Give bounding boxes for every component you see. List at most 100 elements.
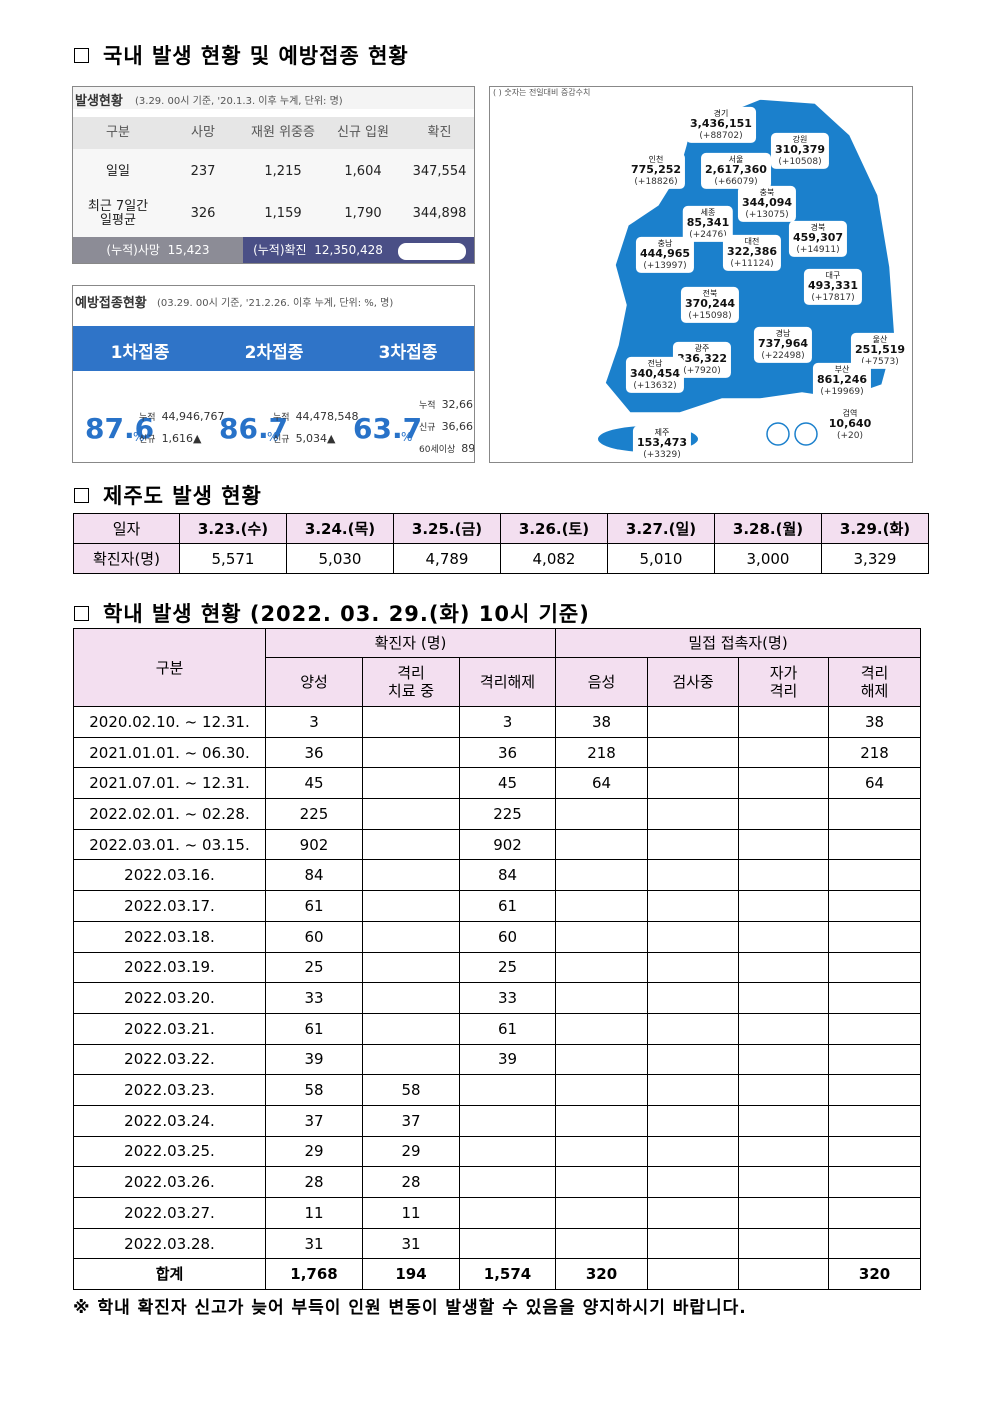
region-change: (+15098): [688, 310, 732, 321]
cell: 33: [265, 982, 363, 1014]
region-label: 대구 493,331 (+17817): [803, 268, 863, 306]
icon: [766, 422, 790, 446]
region-value: 310,379: [774, 143, 826, 157]
region-name: 경북: [810, 222, 826, 232]
dose-pct: 86.7: [219, 412, 289, 445]
region-name: 전북: [702, 288, 718, 298]
cell: 64: [828, 767, 922, 800]
region-value: 737,964: [757, 337, 809, 351]
region-value: 322,386: [726, 245, 778, 259]
region-name: 인천: [648, 154, 664, 164]
section-title-text: 제주도 발생 현황: [103, 484, 262, 508]
cell: [555, 1104, 649, 1137]
header-cell: 구분: [73, 628, 266, 707]
table-row: 2020.02.10. ~ 12.31. 3 3 38 38: [73, 706, 922, 738]
cell: 37: [265, 1104, 363, 1137]
cell: [738, 1258, 830, 1291]
school-table: 구분 확진자 (명) 밀접 접촉자(명) 양성 격리 치료 중 격리해제 음성 검사중 자가 격…: [73, 628, 922, 1291]
region-change: (+19969): [820, 386, 864, 397]
cell: [647, 767, 740, 800]
cell: 3: [265, 706, 363, 738]
cell: [828, 890, 922, 922]
region-value: 251,519: [854, 343, 906, 357]
region-value: 370,244: [684, 297, 736, 311]
cell: [828, 1074, 922, 1106]
cell: [555, 828, 649, 861]
cell: [828, 1135, 922, 1168]
region-change: (+7920): [683, 365, 721, 376]
cell: [362, 890, 460, 922]
dose-line-label: 누적: [419, 401, 436, 411]
region-value: 85,341: [686, 216, 730, 230]
cell: [647, 798, 740, 830]
footnote: ※ 학내 확진자 신고가 늦어 부득이 인원 변동이 발생할 수 있음을 양지하…: [73, 1298, 747, 1318]
panel-title: 발생현황: [75, 94, 123, 109]
cell: [555, 1227, 649, 1260]
region-value: 153,473: [636, 436, 688, 450]
region-name: 광주: [694, 343, 710, 353]
cell: [647, 890, 740, 922]
region-name: 충북: [759, 187, 775, 197]
cell: [828, 1012, 922, 1045]
cell: 38: [828, 706, 922, 738]
panel-title: 예방접종현황: [75, 296, 147, 311]
cell: 2022.03.20.: [73, 982, 266, 1014]
cell: 33: [458, 982, 557, 1014]
cell: [828, 798, 922, 830]
cell: 5,030: [286, 543, 394, 574]
cell: 3,000: [714, 543, 822, 574]
table-row: 2022.03.01. ~ 03.15. 902 902: [73, 828, 922, 861]
dose-line: 신규 36,667▲: [419, 420, 474, 433]
cell: [828, 1043, 922, 1076]
cell: [458, 1227, 557, 1260]
section-title-text: 학내 발생 현황 (2022. 03. 29.(화) 10시 기준): [103, 602, 590, 626]
dose-line-value: 32,667,018: [441, 398, 474, 411]
region-label: 제주 153,473 (+3329): [632, 425, 692, 462]
section-title-text: 국내 발생 현황 및 예방접종 현황: [103, 44, 409, 68]
region-label: 경기 3,436,151 (+88702): [686, 106, 756, 144]
region-change: (+10508): [778, 156, 822, 167]
cell: 45: [265, 767, 363, 800]
cell: 25: [265, 951, 363, 984]
cell: [647, 1104, 740, 1137]
cell: 320: [555, 1258, 649, 1291]
cell: [738, 1104, 830, 1137]
cell: 2022.03.28.: [73, 1227, 266, 1260]
dose-line: 누적 44,478,548: [273, 410, 359, 423]
cell: 확진자(명): [73, 543, 180, 574]
cell: [362, 920, 460, 953]
cell: 2021.07.01. ~ 12.31.: [73, 767, 266, 800]
cell: [738, 982, 830, 1014]
table-row: 2022.03.26. 28 28: [73, 1166, 922, 1198]
cell: 29: [265, 1135, 363, 1168]
dose-pct: 87.6: [85, 412, 155, 445]
cell: [738, 736, 830, 769]
dose-pct: 63.7: [353, 412, 423, 445]
region-value: 2,617,360: [705, 163, 767, 177]
cell: [555, 982, 649, 1014]
region-change: (+13632): [633, 380, 677, 391]
cell: [738, 951, 830, 984]
dose-line-value: 5,034▲: [295, 432, 336, 445]
region-change: (+13997): [643, 260, 687, 271]
region-change: (+88702): [699, 130, 743, 141]
cell: 2022.03.22.: [73, 1043, 266, 1076]
cell: [362, 1043, 460, 1076]
region-label: 충북 344,094 (+13075): [737, 185, 797, 223]
cell: 2022.03.23.: [73, 1074, 266, 1106]
cell: [647, 1227, 740, 1260]
cell: 320: [828, 1258, 922, 1291]
cell: [738, 828, 830, 861]
cell: [738, 890, 830, 922]
header-cell: 확진: [427, 124, 452, 140]
cell: 2022.03.25.: [73, 1135, 266, 1168]
header-cell: 자가 격리: [738, 657, 830, 707]
cell: 2021.01.01. ~ 06.30.: [73, 736, 266, 769]
cell: 58: [265, 1074, 363, 1106]
region-value: 459,307: [792, 231, 844, 245]
cell: 최근 7일간 일평균: [87, 198, 149, 228]
panel-subtitle: (03.29. 00시 기준, '21.2.26. 이후 누계, 단위: %, …: [157, 298, 394, 309]
cell: 2022.03.16.: [73, 859, 266, 892]
table-header-bg: [73, 117, 474, 149]
